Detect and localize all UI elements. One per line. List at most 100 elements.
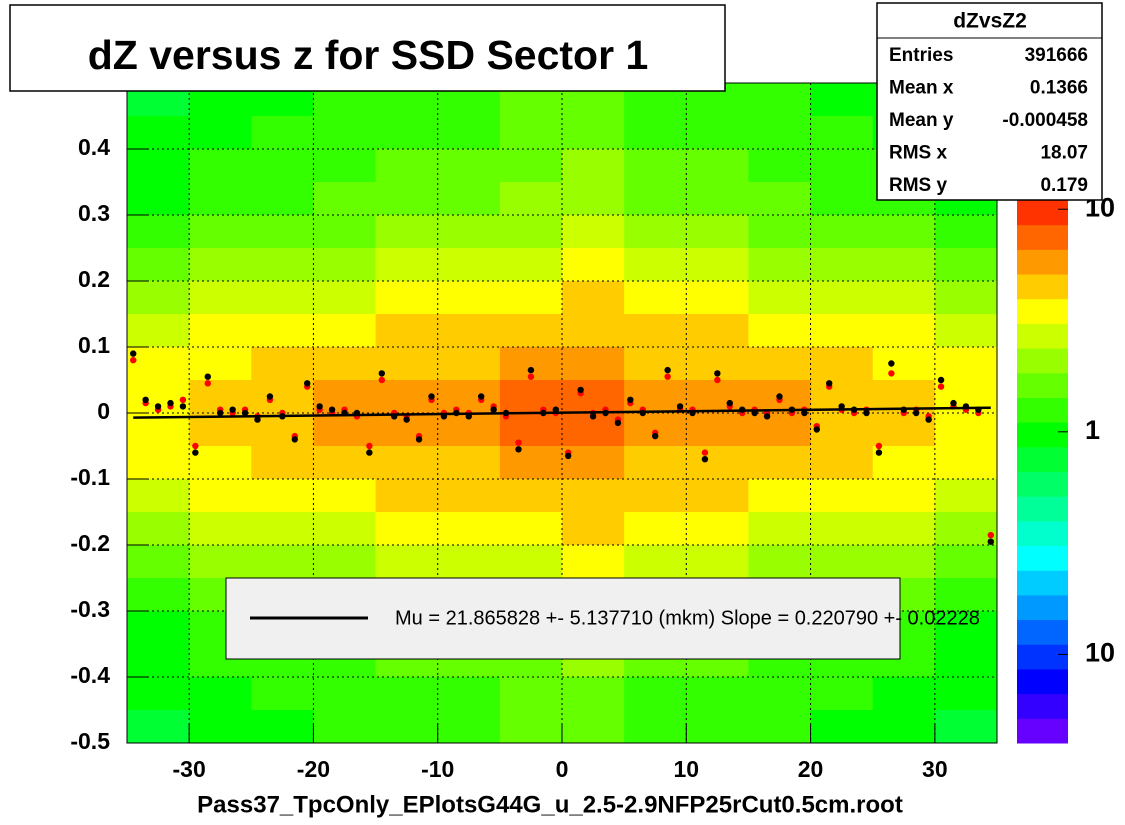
y-tick-label: 0.4 (78, 134, 110, 160)
heat-cell (624, 677, 687, 711)
heat-cell (251, 215, 314, 249)
heat-cell (562, 380, 625, 414)
heat-cell (313, 479, 377, 513)
palette-box (1017, 298, 1068, 324)
heat-cell (313, 248, 377, 282)
heat-cell (375, 281, 439, 315)
z-tick-label: 1 (1085, 415, 1100, 445)
heat-cell (375, 512, 439, 546)
heat-cell (934, 248, 998, 282)
profile-point (701, 456, 709, 463)
heat-cell (748, 347, 812, 381)
heat-cell (127, 182, 190, 216)
heat-cell (624, 446, 687, 480)
heat-cell (499, 545, 563, 579)
heat-cell (872, 545, 936, 579)
heat-cell (872, 347, 936, 381)
profile-point (241, 409, 249, 417)
heat-cell (251, 149, 314, 183)
profile-point (154, 403, 162, 410)
heat-cell (810, 347, 874, 381)
heat-cell (437, 347, 501, 381)
heat-cell (686, 446, 749, 480)
title-box (9, 4, 726, 92)
heat-cell (624, 710, 687, 744)
profile-point (701, 449, 709, 456)
heat-cell (375, 347, 439, 381)
y-tick-label: -0.4 (70, 662, 110, 688)
heat-cell (872, 413, 936, 447)
profile-point (714, 370, 721, 377)
y-tick-label: 0 (97, 398, 110, 424)
palette-box (1017, 372, 1068, 398)
legend: Mu = 21.865828 +- 5.137710 (mkm) Slope =… (225, 577, 980, 660)
heat-cell (624, 380, 687, 414)
heat-cell (872, 314, 936, 348)
heat-cell (810, 446, 874, 480)
heat-cell (437, 446, 501, 480)
profile-point (875, 442, 883, 450)
heat-cell (934, 512, 998, 546)
heat-cell (499, 281, 563, 315)
profile-point (987, 531, 994, 539)
profile-point (366, 442, 373, 450)
profile-point (676, 403, 684, 410)
palette-box (1017, 594, 1068, 621)
heat-cell (375, 116, 439, 150)
heat-cell (624, 545, 687, 579)
stats-label: Mean y (889, 110, 954, 131)
heat-cell (375, 248, 439, 282)
heat-cell (562, 347, 625, 381)
heat-cell (562, 215, 625, 249)
heat-cell (127, 710, 190, 744)
heat-cell (251, 479, 314, 513)
heat-cell (562, 314, 625, 348)
heat-cell (686, 149, 749, 183)
heat-cell (251, 182, 314, 216)
y-tick-label: 0.2 (78, 266, 110, 292)
heat-cell (313, 281, 377, 315)
y-tick-label: -0.1 (70, 464, 110, 490)
heat-cell (562, 446, 625, 480)
heat-cell (934, 446, 998, 480)
heat-cell (251, 677, 314, 711)
heat-cell (872, 281, 936, 315)
plot-area: -0.5-0.4-0.3-0.2-0.100.10.20.30.40.5-30-… (70, 68, 998, 782)
heat-cell (437, 182, 501, 216)
heat-cell (189, 182, 252, 216)
y-tick-label: 0.3 (78, 200, 110, 226)
heat-cell (748, 149, 812, 183)
profile-point (515, 446, 522, 453)
profile-point (565, 452, 572, 460)
stats-value: 18.07 (1040, 143, 1088, 164)
heat-cell (748, 413, 812, 447)
heat-cell (810, 281, 874, 315)
profile-point (838, 403, 845, 410)
profile-point (328, 406, 336, 413)
heat-cell (127, 512, 190, 546)
profile-point (415, 436, 423, 443)
heat-cell (189, 710, 252, 744)
heat-cell (748, 116, 812, 150)
heat-cell (748, 281, 812, 315)
profile-point (366, 449, 373, 456)
heat-cell (624, 479, 687, 513)
profile-point (913, 409, 920, 417)
heat-cell (251, 314, 314, 348)
heat-cell (437, 710, 501, 744)
heat-cell (934, 347, 998, 381)
heat-cell (251, 380, 314, 414)
heat-cell (127, 116, 190, 150)
profile-point (664, 373, 671, 380)
heat-cell (127, 479, 190, 513)
heat-cell (437, 677, 501, 711)
heat-cell (375, 182, 439, 216)
palette-box (1017, 274, 1068, 300)
heat-cell (562, 248, 625, 282)
heat-cell (686, 182, 749, 216)
heat-cell (934, 644, 998, 678)
heat-cell (251, 545, 314, 579)
heat-cell (934, 677, 998, 711)
heat-cell (375, 314, 439, 348)
